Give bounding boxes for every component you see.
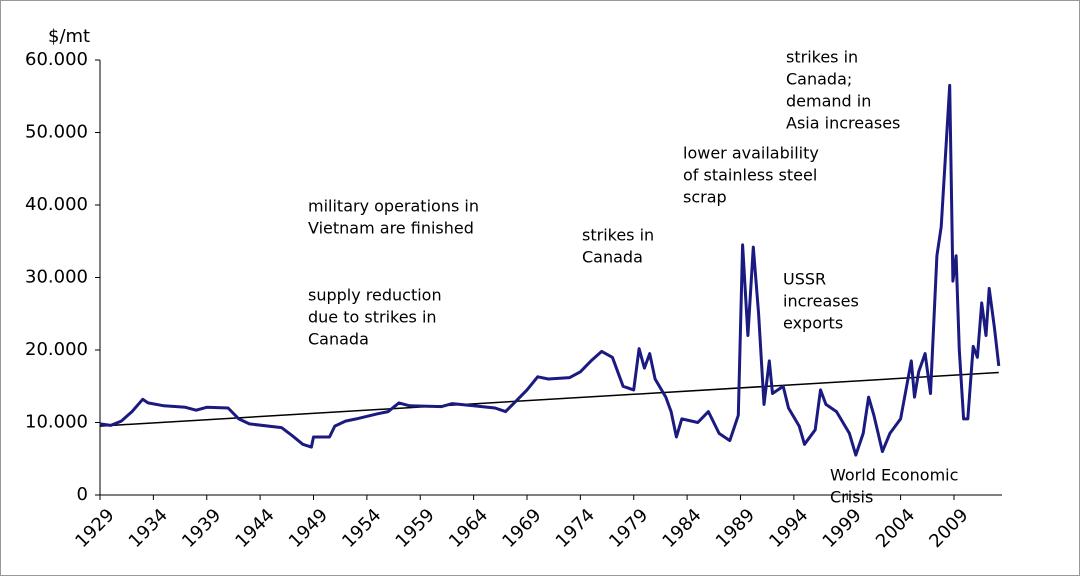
annotation: Crisis [830,488,873,507]
annotation: strikes in [582,226,654,245]
annotation: Vietnam are finished [308,219,474,238]
annotation: increases [783,292,859,311]
y-tick-label: 60.000 [25,49,88,70]
annotation: military operations in [308,197,479,216]
annotation: demand in [786,92,871,111]
y-tick-label: 30.000 [25,267,88,288]
annotation: due to strikes in [308,308,437,327]
annotation: lower availability [683,144,819,163]
y-tick-label: 10.000 [25,412,88,433]
y-axis-label: $/mt [48,26,90,47]
annotation: strikes in [786,48,858,67]
annotation: Canada; [786,70,852,89]
annotation: World Economic [830,466,958,485]
price-line [99,83,1001,457]
annotation: supply reduction [308,286,442,305]
annotation: exports [783,314,843,333]
annotation: scrap [683,188,727,207]
y-tick-label: 50.000 [25,122,88,143]
y-tick-label: 20.000 [25,339,88,360]
annotation: of stainless steel [683,166,817,185]
annotation: Asia increases [786,114,900,133]
annotation: Canada [582,248,643,267]
trend-line [99,371,999,427]
annotation: USSR [783,270,826,289]
y-tick-label: 40.000 [25,194,88,215]
annotation: Canada [308,330,369,349]
y-tick-label: 0 [77,484,88,505]
